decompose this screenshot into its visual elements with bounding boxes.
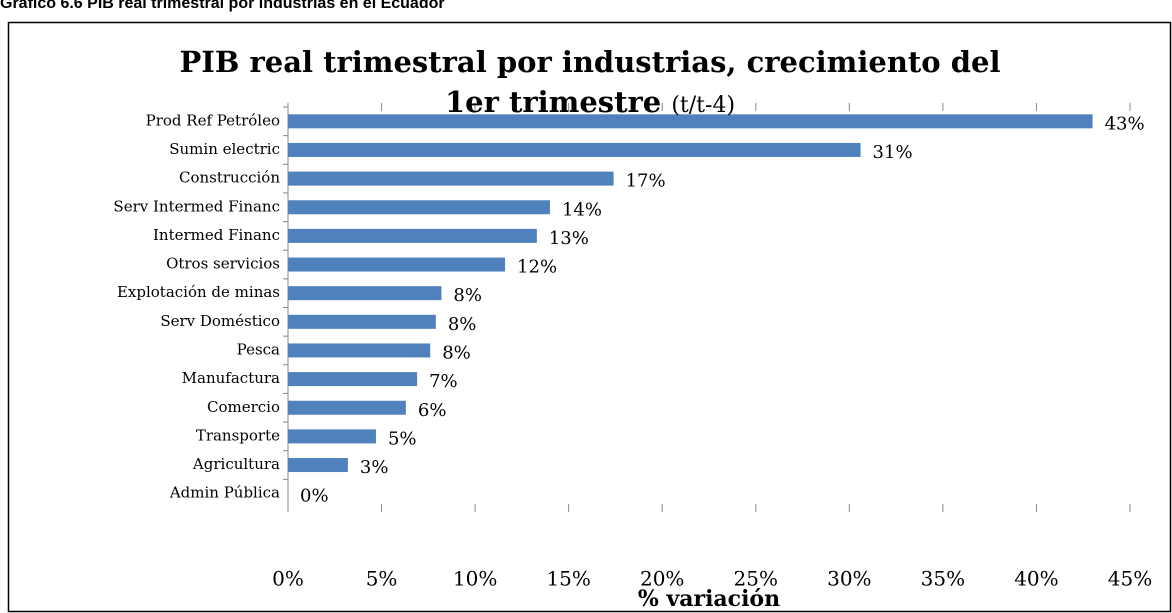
bar: [288, 343, 431, 358]
y-tick-label: Comercio: [207, 398, 280, 416]
x-tick-label: 45%: [1108, 567, 1152, 591]
value-label: 3%: [360, 457, 389, 478]
value-label: 5%: [388, 428, 417, 449]
bar: [288, 372, 418, 387]
caption: Gráfico 6.6 PIB real trimestral por indu…: [0, 0, 445, 12]
x-tick-label: 20%: [640, 567, 684, 591]
y-tick-label: Intermed Financ: [153, 226, 280, 244]
x-tick-label: 5%: [366, 567, 398, 591]
x-tick-label: 15%: [546, 567, 590, 591]
y-tick-label: Explotación de minas: [117, 283, 280, 301]
value-label: 7%: [429, 371, 458, 392]
y-tick-label: Serv Doméstico: [160, 312, 280, 330]
y-tick-label: Sumin electric: [169, 140, 280, 158]
bar: [288, 114, 1093, 129]
value-label: 12%: [517, 257, 557, 278]
chart-border: [7, 21, 1172, 613]
value-label: 0%: [300, 486, 329, 507]
y-tick-label: Pesca: [237, 340, 280, 358]
y-tick-label: Otros servicios: [166, 255, 280, 273]
y-tick-label: Admin Pública: [169, 484, 280, 502]
bar: [288, 429, 376, 444]
y-tick-label: Serv Intermed Financ: [113, 197, 280, 215]
value-label: 17%: [626, 171, 666, 192]
chart-title: PIB real trimestral por industrias, crec…: [160, 42, 1020, 126]
x-tick-label: 10%: [453, 567, 497, 591]
y-tick-label: Manufactura: [182, 369, 280, 387]
bar: [288, 286, 442, 301]
bar: [288, 458, 348, 473]
y-tick-label: Agricultura: [192, 455, 280, 473]
bar: [288, 228, 537, 243]
value-label: 14%: [562, 199, 602, 220]
bar: [288, 314, 436, 329]
bar: [288, 142, 861, 157]
subtitle: (t/t-4): [671, 93, 736, 118]
value-label: 8%: [448, 314, 477, 335]
value-label: 13%: [549, 228, 589, 249]
y-tick-label: Construcción: [179, 169, 280, 187]
x-tick-label: 25%: [734, 567, 778, 591]
x-tick-label: 40%: [1014, 567, 1058, 591]
bar: [288, 200, 550, 215]
x-tick-label: 30%: [827, 567, 871, 591]
bar: [288, 257, 506, 272]
x-tick-label: 0%: [272, 567, 304, 591]
x-axis-label: % variación: [638, 586, 780, 612]
title-text: PIB real trimestral por industrias, crec…: [179, 45, 1001, 119]
bar: [288, 400, 406, 415]
y-tick-label: Transporte: [196, 426, 280, 444]
value-label: 31%: [873, 142, 913, 163]
value-label: 43%: [1105, 113, 1145, 134]
value-label: 8%: [442, 342, 471, 363]
bar: [288, 171, 614, 186]
value-label: 6%: [418, 400, 447, 421]
y-tick-label: Prod Ref Petróleo: [146, 111, 280, 129]
value-label: 8%: [453, 285, 482, 306]
x-tick-label: 35%: [921, 567, 965, 591]
